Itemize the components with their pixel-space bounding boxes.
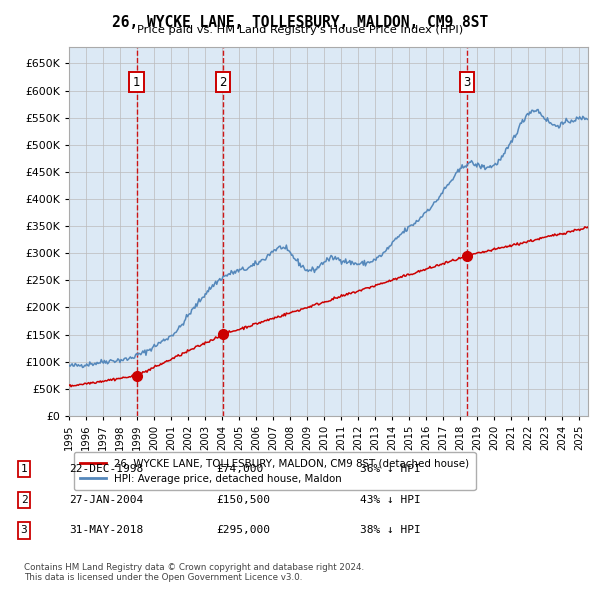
Text: 31-MAY-2018: 31-MAY-2018 bbox=[69, 526, 143, 535]
Text: Price paid vs. HM Land Registry's House Price Index (HPI): Price paid vs. HM Land Registry's House … bbox=[137, 25, 463, 35]
Text: 3: 3 bbox=[464, 76, 471, 88]
Text: 2: 2 bbox=[220, 76, 227, 88]
Text: 22-DEC-1998: 22-DEC-1998 bbox=[69, 464, 143, 474]
Text: 38% ↓ HPI: 38% ↓ HPI bbox=[360, 526, 421, 535]
Text: 43% ↓ HPI: 43% ↓ HPI bbox=[360, 495, 421, 504]
Legend: 26, WYCKE LANE, TOLLESBURY, MALDON, CM9 8ST (detached house), HPI: Average price: 26, WYCKE LANE, TOLLESBURY, MALDON, CM9 … bbox=[74, 453, 476, 490]
Text: 1: 1 bbox=[133, 76, 140, 88]
Text: 1: 1 bbox=[20, 464, 28, 474]
Text: £150,500: £150,500 bbox=[216, 495, 270, 504]
Text: 3: 3 bbox=[20, 526, 28, 535]
Text: 36% ↓ HPI: 36% ↓ HPI bbox=[360, 464, 421, 474]
Text: 27-JAN-2004: 27-JAN-2004 bbox=[69, 495, 143, 504]
Text: 2: 2 bbox=[20, 495, 28, 504]
Text: £74,000: £74,000 bbox=[216, 464, 263, 474]
Text: Contains HM Land Registry data © Crown copyright and database right 2024.
This d: Contains HM Land Registry data © Crown c… bbox=[24, 563, 364, 582]
Text: £295,000: £295,000 bbox=[216, 526, 270, 535]
Text: 26, WYCKE LANE, TOLLESBURY, MALDON, CM9 8ST: 26, WYCKE LANE, TOLLESBURY, MALDON, CM9 … bbox=[112, 15, 488, 30]
